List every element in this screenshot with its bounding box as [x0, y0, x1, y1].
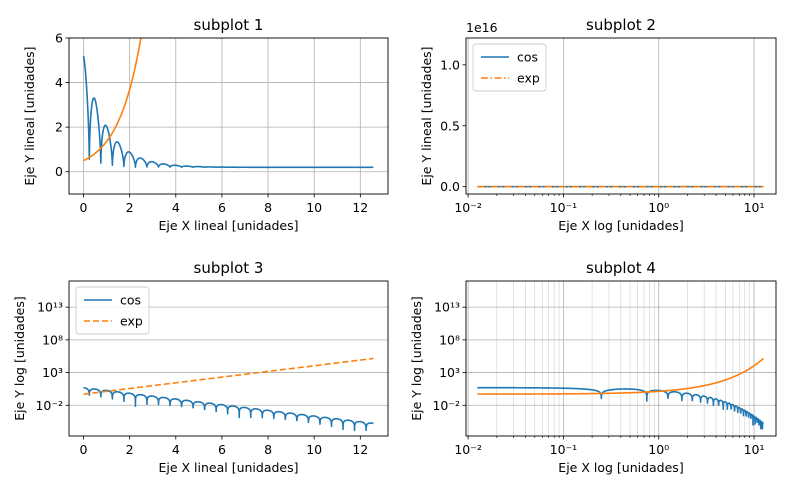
x-axis-label: Eje X lineal [unidades] — [158, 460, 298, 475]
tick-label-x: 10⁰ — [648, 200, 669, 215]
tick-label-x: 2 — [126, 200, 134, 215]
tick-label-x: 10¹ — [744, 442, 765, 457]
series-group — [476, 357, 765, 430]
x-axis-label: Eje X log [unidades] — [558, 218, 683, 233]
subplot-1: 0 2 4 6 8 10 12 0 2 4 6 subplot 1 Eje X lineal [unid… — [22, 16, 389, 233]
tick-label-x: 6 — [218, 442, 226, 457]
grid — [467, 38, 755, 194]
grid — [69, 37, 388, 194]
grid — [466, 281, 776, 436]
tick-label-y: 0 — [55, 164, 63, 179]
tick-label-x: 8 — [264, 200, 272, 215]
series-line-cos — [82, 386, 375, 432]
tick-label-x: 10⁰ — [648, 442, 669, 457]
y-axis-label: Eje Y lineal [unidades] — [419, 46, 434, 185]
y-axis-label: Eje Y log [unidades] — [409, 296, 424, 420]
legend-box — [472, 43, 547, 92]
subplot-4: 10⁻² 10⁻¹ 10⁰ 10¹ 10⁻² 10³ 10⁸ 10¹³ subplot 4 Eje… — [409, 259, 777, 475]
tick-label-x: 10 — [306, 200, 322, 215]
legend-label-cos: cos — [120, 293, 141, 308]
series-line-exp — [476, 357, 765, 395]
tick-label-x: 0 — [80, 200, 88, 215]
subplot-title: subplot 1 — [194, 16, 264, 34]
ticks: 10⁻² 10⁻¹ 10⁰ 10¹ 10⁻² 10³ 10⁸ 10¹³ — [432, 300, 764, 457]
series-group — [82, 38, 375, 169]
tick-label-x: 8 — [264, 442, 272, 457]
ticks: 0 2 4 6 8 10 12 10⁻² 10³ 10⁸ 10¹³ — [35, 300, 368, 457]
y-axis-label: Eje Y lineal [unidades] — [22, 46, 37, 185]
tick-label-x: 10⁻¹ — [550, 200, 578, 215]
ticks: 10⁻² 10⁻¹ 10⁰ 10¹ 0.0 0.5 1.0 — [440, 57, 764, 215]
tick-label-x: 10⁻² — [454, 200, 482, 215]
tick-label-x: 12 — [352, 200, 368, 215]
tick-label-x: 4 — [172, 200, 180, 215]
tick-label-x: 0 — [80, 442, 88, 457]
subplot-3: 0 2 4 6 8 10 12 10⁻² 10³ 10⁸ 10¹³ subplot 3 Eje X li… — [12, 259, 389, 475]
series-group — [82, 357, 375, 432]
legend: cos exp — [472, 43, 547, 92]
ticks: 0 2 4 6 8 10 12 0 2 4 6 — [55, 31, 368, 216]
tick-label-x: 6 — [218, 200, 226, 215]
axes-frame — [68, 280, 389, 437]
tick-label-x: 4 — [172, 442, 180, 457]
legend-label-exp: exp — [120, 314, 143, 329]
tick-label-y: 10⁻² — [35, 398, 63, 413]
tick-label-x: 10⁻² — [454, 442, 482, 457]
tick-label-y: 2 — [55, 120, 63, 135]
tick-label-y: 10⁸ — [439, 332, 460, 347]
subplot-title: subplot 2 — [586, 16, 656, 34]
subplot-title: subplot 3 — [194, 259, 264, 277]
tick-label-y: 10¹³ — [434, 300, 460, 315]
tick-label-x: 2 — [126, 442, 134, 457]
tick-label-x: 12 — [352, 442, 368, 457]
y-axis-label: Eje Y log [unidades] — [12, 296, 27, 420]
x-axis-label: Eje X lineal [unidades] — [158, 218, 298, 233]
tick-label-y: 6 — [55, 31, 63, 46]
tick-label-y: 10¹³ — [37, 300, 63, 315]
legend: cos exp — [75, 286, 150, 335]
x-axis-label: Eje X log [unidades] — [558, 460, 683, 475]
series-line-exp — [82, 357, 375, 395]
tick-label-x: 10⁻¹ — [550, 442, 578, 457]
tick-label-y: 10⁻² — [432, 398, 460, 413]
axes-frame — [68, 37, 389, 195]
tick-label-y: 0.5 — [440, 118, 460, 133]
axis-offset-text: 1e16 — [466, 20, 498, 35]
subplot-2: 10⁻² 10⁻¹ 10⁰ 10¹ 0.0 0.5 1.0 subplot 2 Eje X lo… — [419, 16, 777, 233]
legend-box — [75, 286, 150, 335]
legend-label-exp: exp — [517, 71, 540, 86]
subplot-title: subplot 4 — [586, 259, 656, 277]
tick-label-x: 10 — [306, 442, 322, 457]
legend-label-cos: cos — [517, 50, 538, 65]
series-line-exp — [82, 38, 142, 162]
tick-label-y: 1.0 — [440, 57, 460, 72]
series-line-cos — [476, 386, 765, 430]
tick-label-y: 0.0 — [440, 179, 460, 194]
tick-label-y: 10³ — [439, 365, 460, 380]
tick-label-y: 10⁸ — [42, 332, 63, 347]
series-line-cos — [82, 55, 375, 169]
tick-label-y: 4 — [55, 75, 63, 90]
tick-label-x: 10¹ — [744, 200, 765, 215]
tick-label-y: 10³ — [42, 365, 63, 380]
